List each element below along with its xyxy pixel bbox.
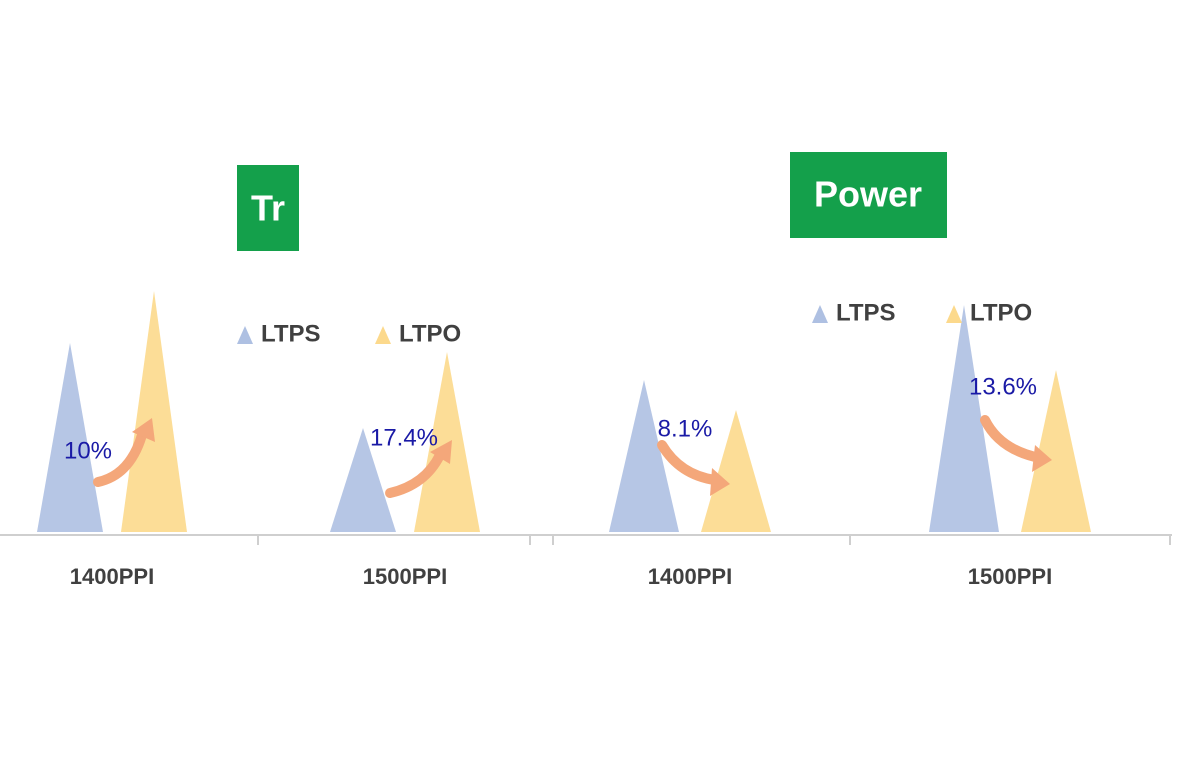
chart-title: Tr xyxy=(251,188,285,229)
arrow xyxy=(93,430,147,487)
x-tick-label: 1500PPI xyxy=(363,564,447,589)
legend-swatch xyxy=(237,326,253,344)
annotation: 17.4% xyxy=(370,424,438,451)
arrows xyxy=(93,415,1045,498)
legend-swatch xyxy=(375,326,391,344)
bar xyxy=(701,410,771,532)
arrow xyxy=(385,450,445,498)
bar xyxy=(1021,370,1091,532)
x-tick-label: 1400PPI xyxy=(648,564,732,589)
arrow-head xyxy=(430,440,452,464)
chart-title: Power xyxy=(814,174,922,215)
bar xyxy=(121,291,187,532)
title-box xyxy=(237,165,299,251)
legend-label: LTPO xyxy=(399,320,461,347)
annotation: 8.1% xyxy=(658,415,713,442)
annotation: 10% xyxy=(64,437,112,464)
legend-label: LTPS xyxy=(836,299,896,326)
legend-label: LTPO xyxy=(970,299,1032,326)
arrow-heads xyxy=(132,418,1052,496)
x-tick-label: 1400PPI xyxy=(70,564,154,589)
x-tick-label: 1500PPI xyxy=(968,564,1052,589)
legend-swatch xyxy=(812,305,828,323)
arrow xyxy=(657,440,720,485)
arrow-head xyxy=(710,468,730,496)
legend-label: LTPS xyxy=(261,320,321,347)
arrow-head xyxy=(132,418,155,442)
bar xyxy=(330,428,396,532)
arrow-head xyxy=(1032,445,1052,472)
bar xyxy=(37,343,103,532)
marks xyxy=(37,291,1091,532)
bar xyxy=(609,380,679,532)
legend-swatch xyxy=(946,305,962,323)
bar xyxy=(929,305,999,532)
bar xyxy=(414,352,480,532)
annotation: 13.6% xyxy=(969,373,1037,400)
arrow xyxy=(980,415,1045,463)
title-box xyxy=(790,152,947,238)
